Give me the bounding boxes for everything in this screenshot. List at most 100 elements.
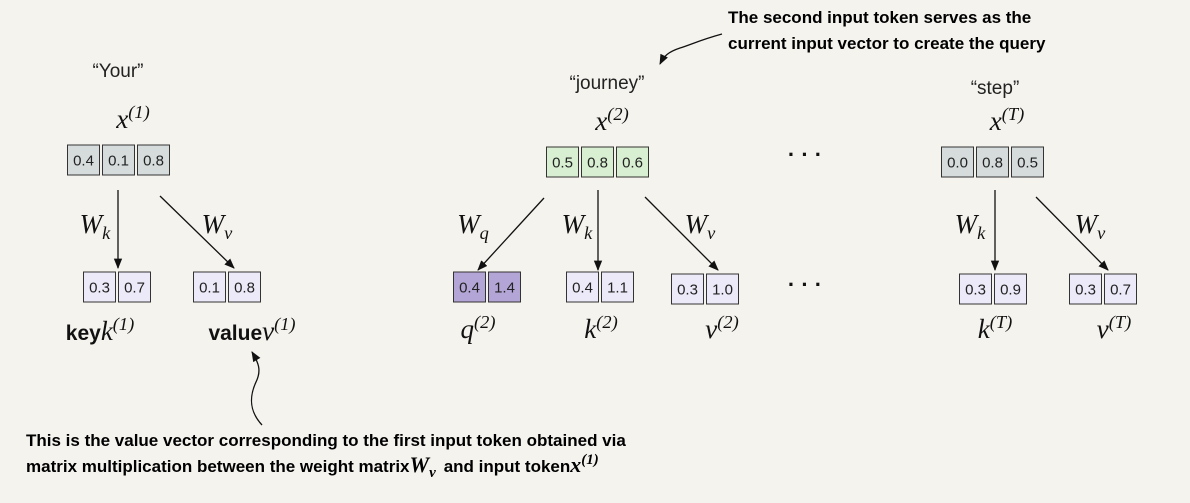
weight-label: Wq <box>457 209 489 243</box>
output-vector-cell <box>118 271 151 303</box>
ellipsis: · · · <box>788 142 822 167</box>
output-vector-cell <box>228 271 261 303</box>
output-label: keyk(1) <box>66 314 134 346</box>
annotation-text: and input token <box>444 457 571 476</box>
output-vector-cell <box>601 271 634 303</box>
arrow <box>477 197 545 271</box>
math-base: W <box>202 209 227 239</box>
input-vector-cell <box>941 146 974 178</box>
output-label: k(2) <box>584 312 617 344</box>
math-base: v <box>1097 314 1109 344</box>
bottom-annotation: matrix multiplication between the weight… <box>26 452 599 482</box>
output-vector-cell <box>83 271 116 303</box>
input-vector-value: 0.8 <box>982 155 1003 172</box>
output-label: k(T) <box>978 312 1012 344</box>
math-base: x <box>989 106 1002 136</box>
output-label: v(2) <box>705 312 738 344</box>
input-vector-value: 0.6 <box>622 155 643 172</box>
math-base: v <box>705 314 717 344</box>
math-sup: (1) <box>274 314 295 335</box>
math-sub: k <box>977 223 986 243</box>
weight-label: Wk <box>80 209 112 243</box>
math-sub: v <box>707 223 716 243</box>
math-sup: (1) <box>128 102 149 123</box>
math-base: k <box>978 314 991 344</box>
token-word: “Your” <box>92 61 143 82</box>
token-word: “step” <box>971 78 1020 99</box>
output-vector-value: 1.4 <box>494 280 515 297</box>
math-sup: (T) <box>1002 104 1024 125</box>
math-sup: (2) <box>474 312 495 333</box>
output-vector-value: 1.0 <box>712 282 733 299</box>
input-label: x(2) <box>594 104 628 136</box>
output-prefix: value <box>208 322 262 345</box>
input-vector-value: 0.5 <box>1017 155 1038 172</box>
output-vector-cell <box>706 273 739 305</box>
output-vector-value: 0.3 <box>965 282 986 299</box>
input-vector-value: 0.4 <box>73 153 94 170</box>
output-label: v(T) <box>1097 312 1131 344</box>
output-vector-cell <box>959 273 992 305</box>
output-vector-cell <box>994 273 1027 305</box>
output-vector-cell <box>488 271 521 303</box>
input-vector-value: 0.8 <box>143 153 164 170</box>
top-annotation: current input vector to create the query <box>728 34 1046 53</box>
math-base: k <box>584 314 597 344</box>
output-vector-cell <box>193 271 226 303</box>
input-vector-cell <box>137 144 170 176</box>
output-vector-value: 0.7 <box>124 280 145 297</box>
math-sub: v <box>1097 223 1106 243</box>
math-sub: v <box>224 223 233 243</box>
math-sup: (2) <box>607 104 628 125</box>
math-sup: (2) <box>596 312 617 333</box>
math-sup: (T) <box>990 312 1012 333</box>
output-vector-cell <box>566 271 599 303</box>
input-vector-value: 0.8 <box>587 155 608 172</box>
bottom-callout-arrow <box>250 351 263 426</box>
output-vector-value: 0.3 <box>677 282 698 299</box>
output-vector-value: 0.3 <box>1075 282 1096 299</box>
output-vector-value: 0.7 <box>1110 282 1131 299</box>
output-label: valuev(1) <box>208 314 295 346</box>
math-base: W <box>410 452 431 477</box>
math-sub: v <box>429 465 436 481</box>
weight-label: Wk <box>562 209 594 243</box>
math-base: x <box>569 452 581 477</box>
math-base: k <box>101 316 114 346</box>
math-base: W <box>955 209 980 239</box>
output-vector-value: 0.3 <box>89 280 110 297</box>
output-vector-cell <box>453 271 486 303</box>
arrow <box>1035 196 1109 271</box>
math-base: W <box>1075 209 1100 239</box>
ellipsis: · · · <box>788 272 822 297</box>
math-base: q <box>461 314 475 344</box>
output-vector-cell <box>1104 273 1137 305</box>
math-base: W <box>80 209 105 239</box>
annotation-text: matrix multiplication between the weight… <box>26 457 410 476</box>
math-sub: k <box>102 223 111 243</box>
weight-label: Wv <box>1075 209 1107 243</box>
math-base: W <box>562 209 587 239</box>
math-base: x <box>115 104 128 134</box>
bottom-annotation: This is the value vector corresponding t… <box>26 431 626 450</box>
top-callout-arrow <box>659 33 723 65</box>
output-vector-value: 0.8 <box>234 280 255 297</box>
math-sup: (1) <box>113 314 134 335</box>
math-sup: (1) <box>581 452 598 468</box>
math-sub: k <box>584 223 593 243</box>
output-prefix: key <box>66 322 101 345</box>
output-vector-value: 0.9 <box>1000 282 1021 299</box>
input-vector-cell <box>1011 146 1044 178</box>
input-vector-value: 0.5 <box>552 155 573 172</box>
input-vector-cell <box>616 146 649 178</box>
input-vector-cell <box>546 146 579 178</box>
math-sup: (2) <box>717 312 738 333</box>
output-vector-value: 0.4 <box>572 280 593 297</box>
math-base: v <box>262 316 274 346</box>
weight-label: Wv <box>202 209 234 243</box>
output-vector-cell <box>671 273 704 305</box>
input-label: x(T) <box>989 104 1024 136</box>
top-annotation: The second input token serves as the <box>728 8 1031 27</box>
